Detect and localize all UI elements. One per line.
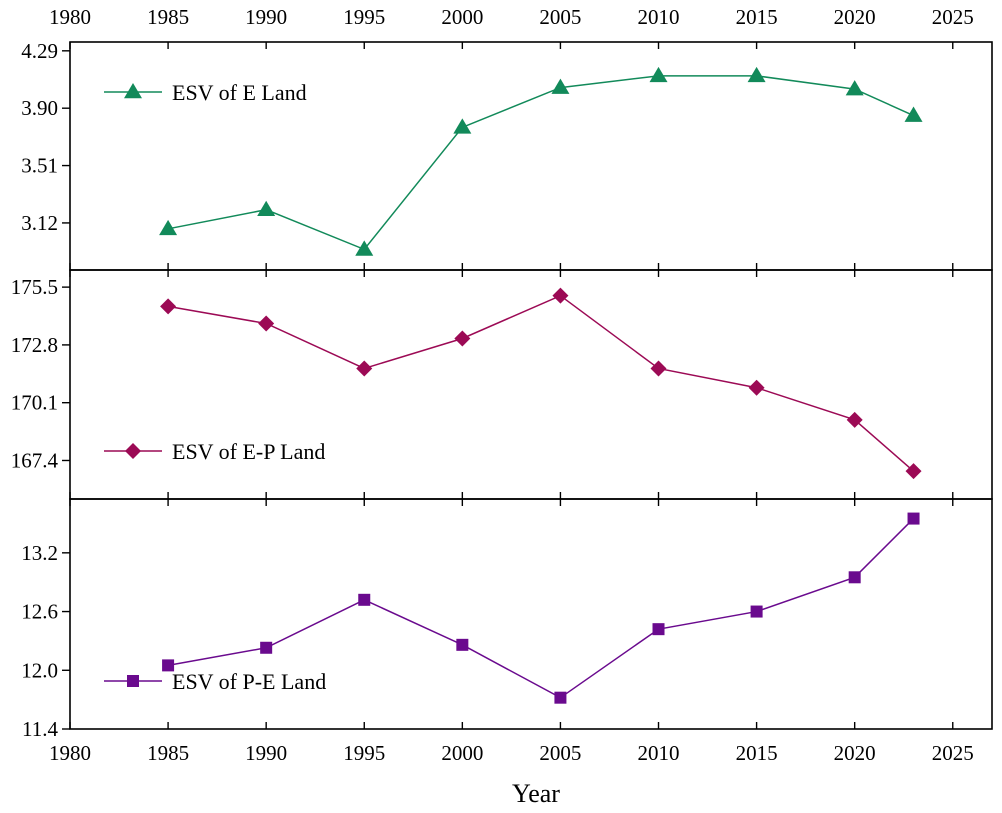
data-point <box>907 512 920 525</box>
data-point <box>905 463 922 480</box>
y-tick-label: 175.5 <box>11 275 58 299</box>
y-tick-label: 3.51 <box>21 154 58 178</box>
top-x-axis: 1980 1985 1990 1995 2000 2005 2010 2015 2020 2025 <box>49 5 974 29</box>
legend-marker <box>124 83 142 99</box>
y-tick-label: 4.29 <box>21 39 58 63</box>
data-point <box>456 638 469 651</box>
panel-frame <box>69 41 993 271</box>
legend-label: ESV of E Land <box>172 80 307 105</box>
data-point <box>845 80 864 96</box>
data-point <box>650 360 667 377</box>
panel-3: 11.4 12.0 12.6 13.2 ESV of P-E Land <box>21 498 993 741</box>
y-tick-label: 170.1 <box>11 391 58 415</box>
x-tick-label-bottom: 2010 <box>638 741 680 765</box>
data-point <box>552 287 569 304</box>
data-point <box>358 593 371 606</box>
data-point <box>159 219 178 236</box>
legend-label: ESV of E-P Land <box>172 439 325 464</box>
y-tick-label: 11.4 <box>22 717 58 741</box>
x-tick-label-top: 2020 <box>834 5 876 29</box>
x-tick-label-top: 1995 <box>343 5 385 29</box>
y-tick-label: 3.12 <box>21 211 58 235</box>
x-tick-label-bottom: 1995 <box>343 741 385 765</box>
panel-frame <box>69 269 993 500</box>
y-tick-label: 13.2 <box>21 541 58 565</box>
bottom-x-axis: 1980 1985 1990 1995 2000 2005 2010 2015 2020 2025 <box>49 741 974 765</box>
x-tick-label-bottom: 2025 <box>932 741 974 765</box>
y-tick-label: 3.90 <box>21 96 58 120</box>
data-point <box>355 240 374 256</box>
data-point <box>454 330 471 347</box>
y-tick-label: 167.4 <box>11 448 59 472</box>
legend-label: ESV of P-E Land <box>172 669 326 694</box>
data-point <box>554 691 567 704</box>
x-tick-label-bottom: 2015 <box>736 741 778 765</box>
x-tick-label-top: 1985 <box>147 5 189 29</box>
x-tick-label-top: 2010 <box>638 5 680 29</box>
x-tick-label-bottom: 2005 <box>539 741 581 765</box>
x-tick-label-top: 1990 <box>245 5 287 29</box>
data-point <box>904 106 923 122</box>
x-tick-label-top: 1980 <box>49 5 91 29</box>
x-tick-label-bottom: 2000 <box>441 741 483 765</box>
panel-frame <box>69 498 993 730</box>
data-point <box>649 66 668 83</box>
data-point <box>356 360 373 377</box>
panel-2: 167.4 170.1 172.8 175.5 ESV of E-P Land <box>11 269 993 500</box>
data-point <box>258 315 275 332</box>
data-point <box>848 571 861 584</box>
data-point <box>257 200 276 216</box>
x-tick-label-top: 2015 <box>736 5 778 29</box>
x-tick-label-top: 2000 <box>441 5 483 29</box>
x-tick-label-bottom: 1985 <box>147 741 189 765</box>
data-point <box>162 659 175 672</box>
y-tick-label: 12.6 <box>21 600 58 624</box>
data-point <box>846 411 863 428</box>
y-tick-label: 172.8 <box>11 333 58 357</box>
x-tick-label-bottom: 2020 <box>834 741 876 765</box>
data-point <box>652 623 665 636</box>
data-point <box>747 66 766 83</box>
data-point <box>748 379 765 396</box>
legend-marker <box>125 443 141 459</box>
x-axis-title: Year <box>512 779 560 808</box>
x-tick-label-bottom: 1980 <box>49 741 91 765</box>
y-tick-label: 12.0 <box>21 658 58 682</box>
data-point <box>750 605 763 618</box>
data-point <box>260 641 273 654</box>
x-tick-label-top: 2025 <box>932 5 974 29</box>
data-point <box>453 118 472 134</box>
legend-marker <box>127 675 139 687</box>
data-point <box>551 78 570 94</box>
panel-1: 3.12 3.51 3.90 4.29 ESV of E Land <box>21 39 993 271</box>
x-tick-label-top: 2005 <box>539 5 581 29</box>
data-point <box>160 298 177 315</box>
x-tick-label-bottom: 1990 <box>245 741 287 765</box>
